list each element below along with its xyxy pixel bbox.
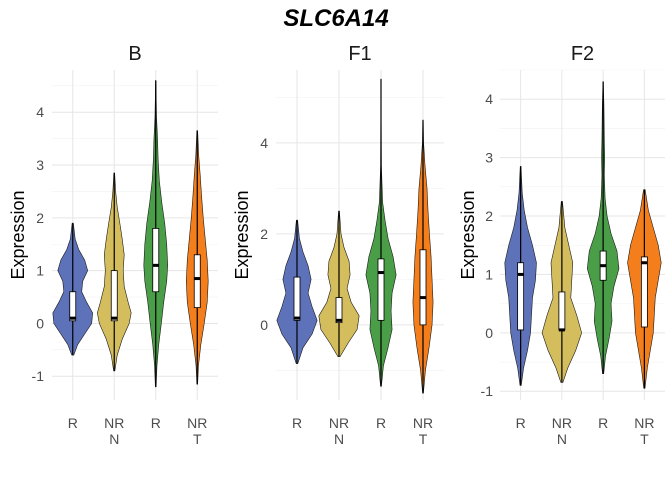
x-tick-label: R [292, 415, 302, 431]
y-tick-label: 2 [36, 210, 44, 226]
x-tick-label: NR [634, 415, 654, 431]
x-tick-label: R [376, 415, 386, 431]
violin [365, 78, 397, 387]
violin [185, 130, 209, 385]
y-tick-label: 1 [36, 263, 44, 279]
violin-median [378, 271, 384, 275]
violin-box [558, 291, 566, 331]
violin-median [111, 316, 118, 320]
x-tick-label: R [598, 415, 608, 431]
x-tick-sublabel: N [334, 431, 344, 447]
x-tick-label: NR [329, 415, 349, 431]
panel-title: B [128, 43, 141, 65]
violin-box [335, 297, 343, 324]
violin-box [640, 256, 648, 328]
y-tick-label: 2 [485, 208, 493, 224]
violin-median [69, 316, 76, 320]
y-tick-label: 3 [36, 157, 44, 173]
y-axis-label: Expression [232, 190, 252, 279]
violin [504, 166, 537, 386]
violin [627, 189, 662, 389]
violin [541, 201, 582, 383]
panel-title: F1 [348, 43, 371, 65]
x-tick-label: NR [187, 415, 207, 431]
violin-median [558, 328, 565, 332]
x-tick-label: NR [413, 415, 433, 431]
violin [586, 81, 620, 375]
violin-box [293, 276, 301, 321]
x-tick-sublabel: T [640, 431, 649, 447]
y-tick-label: 0 [36, 315, 44, 331]
violin [276, 219, 318, 364]
x-tick-label: NR [104, 415, 124, 431]
y-tick-label: -1 [481, 383, 494, 399]
x-tick-label: R [516, 415, 526, 431]
violin [143, 80, 169, 388]
violin-box [193, 254, 201, 309]
x-tick-label: NR [552, 415, 572, 431]
x-tick-sublabel: T [419, 431, 428, 447]
violin-box [110, 270, 118, 322]
y-tick-label: 3 [485, 150, 493, 166]
violin-median [194, 277, 201, 281]
y-axis-label: Expression [458, 190, 478, 279]
panel-title: F2 [571, 43, 594, 65]
violin-box [419, 249, 427, 326]
violin-median [420, 296, 426, 300]
figure-title: SLC6A14 [283, 5, 388, 32]
y-tick-label: 4 [485, 91, 493, 107]
violin-box [152, 227, 160, 293]
violin-median [152, 263, 159, 267]
violin [318, 210, 360, 358]
y-tick-label: 0 [485, 325, 493, 341]
violin-box [69, 291, 77, 322]
violin-box [517, 262, 525, 331]
violin [52, 222, 93, 356]
x-tick-label: R [68, 415, 78, 431]
violin-median [294, 316, 300, 320]
violin [412, 119, 434, 394]
violin-median [641, 261, 648, 265]
x-tick-sublabel: N [557, 431, 567, 447]
violin-median [336, 318, 342, 322]
y-tick-label: 2 [260, 226, 268, 242]
violin-median [517, 272, 524, 276]
y-axis-label: Expression [8, 190, 28, 279]
y-tick-label: 0 [260, 317, 268, 333]
violin-median [600, 264, 607, 268]
y-tick-label: 4 [260, 135, 268, 151]
y-tick-label: -1 [32, 368, 45, 384]
violin-box [377, 258, 385, 321]
y-tick-label: 1 [485, 266, 493, 282]
x-tick-sublabel: T [193, 431, 202, 447]
x-tick-label: R [151, 415, 161, 431]
y-tick-label: 4 [36, 104, 44, 120]
violin [97, 172, 132, 372]
x-tick-sublabel: N [109, 431, 119, 447]
